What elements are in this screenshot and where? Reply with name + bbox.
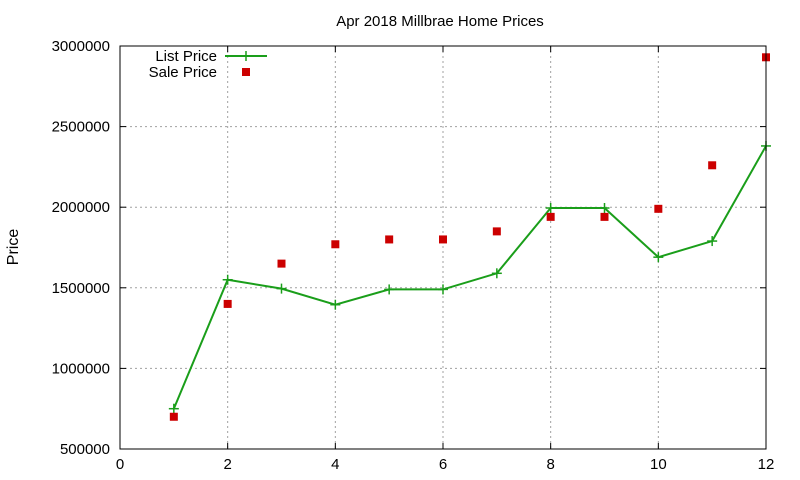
y-axis-label: Price <box>5 229 22 266</box>
y-tick-label: 3000000 <box>52 38 110 55</box>
list-price-point <box>168 403 179 414</box>
legend-marker-list-price <box>241 51 251 61</box>
sale-price-point <box>708 161 717 170</box>
list-price-point <box>330 299 341 310</box>
y-tick-label: 2000000 <box>52 199 110 216</box>
gridlines <box>120 46 766 449</box>
sale-price-point <box>385 235 394 244</box>
x-tick-label: 0 <box>116 456 124 473</box>
sale-price-point <box>492 227 501 236</box>
x-tick-label: 10 <box>650 456 667 473</box>
sale-price-point <box>277 259 286 268</box>
y-tick-label: 1000000 <box>52 360 110 377</box>
series-layer <box>168 53 771 421</box>
sale-price-point <box>223 299 232 308</box>
x-tick-label: 2 <box>223 456 231 473</box>
list-price-point <box>653 252 664 263</box>
sale-price-series <box>169 53 770 421</box>
sale-price-point <box>169 412 178 421</box>
y-tick-label: 2500000 <box>52 119 110 136</box>
x-tick-label: 6 <box>439 456 447 473</box>
sale-price-point <box>439 235 447 244</box>
x-tick-label: 12 <box>758 456 775 473</box>
list-price-point <box>276 283 287 294</box>
y-tick-label: 500000 <box>60 441 110 458</box>
legend-marker-sale-price <box>242 68 250 76</box>
plot-frame <box>119 45 767 450</box>
sale-price-point <box>546 212 555 221</box>
list-price-point <box>384 284 395 295</box>
chart-title: Apr 2018 Millbrae Home Prices <box>336 13 544 30</box>
list-price-point <box>491 268 502 279</box>
list-price-line <box>172 145 767 410</box>
sale-price-point <box>654 204 663 213</box>
list-price-series <box>168 140 771 414</box>
legend-label-sale-price: Sale Price <box>149 64 217 81</box>
y-tick-label: 1500000 <box>52 280 110 297</box>
sale-price-point <box>331 240 340 249</box>
legend-label-list-price: List Price <box>155 48 217 65</box>
sale-price-point <box>600 212 609 221</box>
list-price-point <box>438 284 448 295</box>
x-tick-label: 8 <box>546 456 554 473</box>
list-price-point <box>545 203 556 214</box>
list-price-point <box>599 203 610 214</box>
list-price-point <box>707 236 718 247</box>
x-tick-label: 4 <box>331 456 339 473</box>
axis-ticks: 500000 1000000 1500000 2000000 2500000 300000… <box>52 38 775 473</box>
list-price-point <box>222 274 233 285</box>
